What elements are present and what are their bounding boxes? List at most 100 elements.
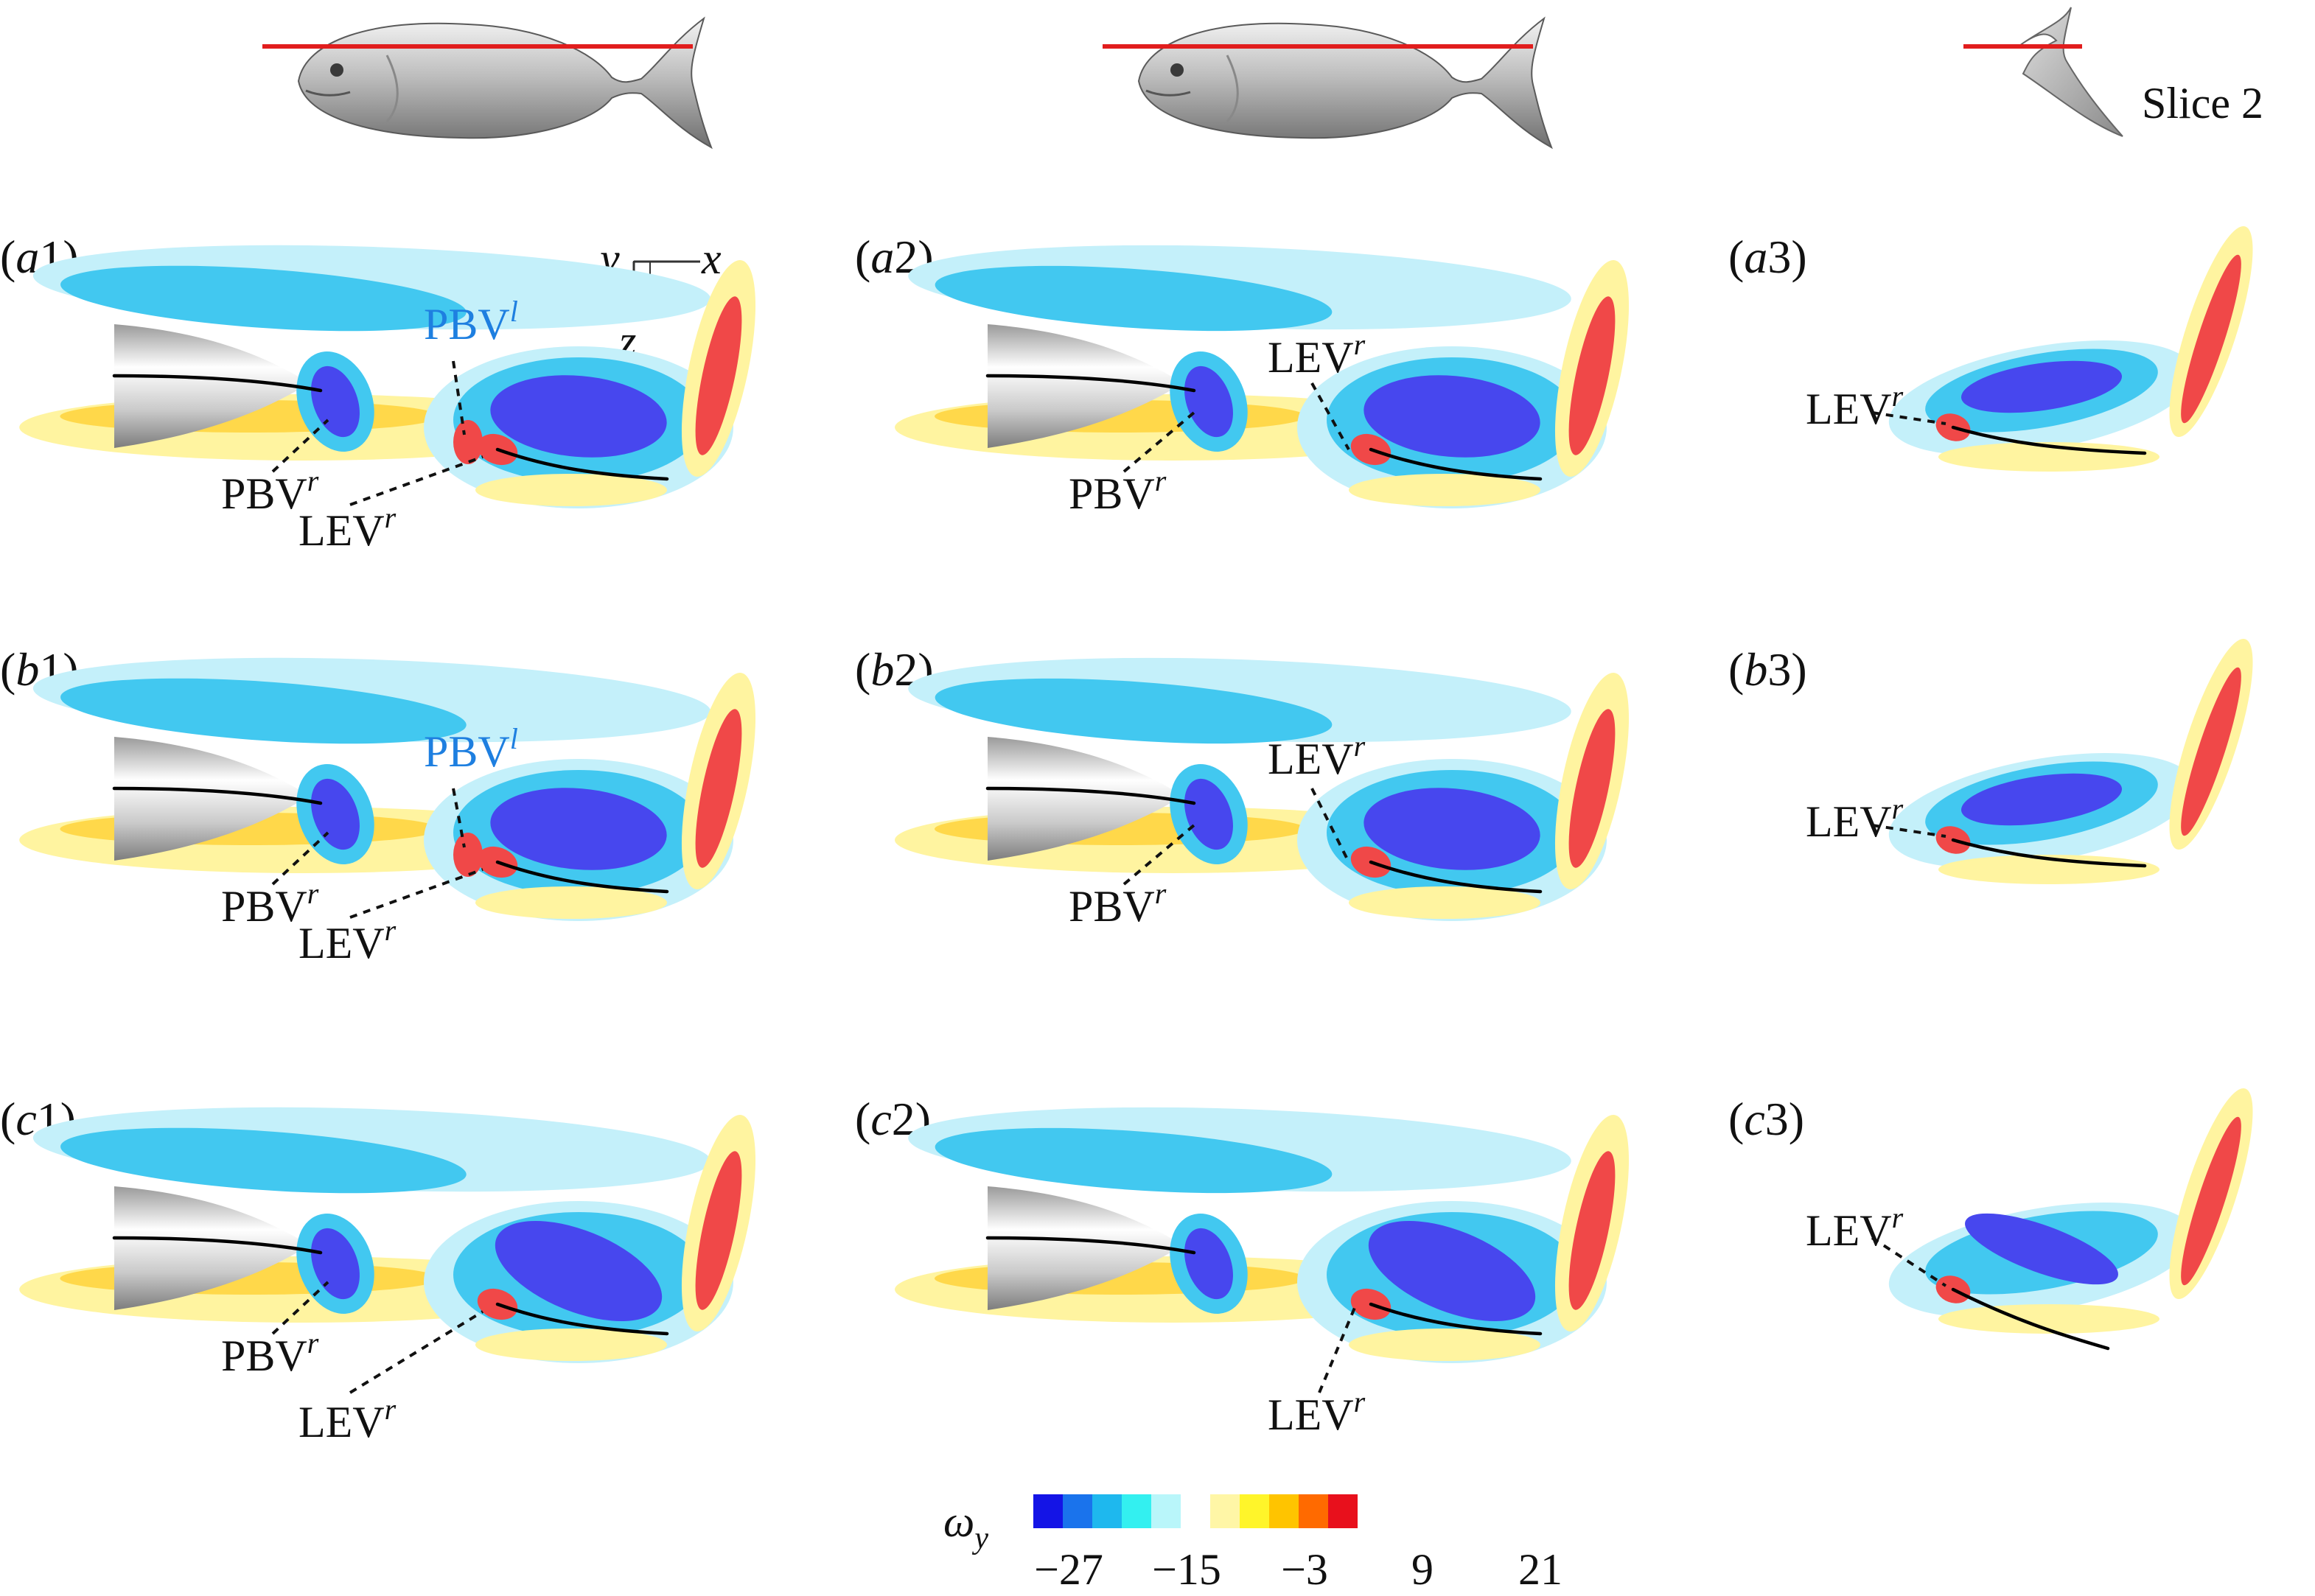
colorbar-swatch-3 bbox=[1122, 1494, 1151, 1528]
label-pbv-l-a1-base: PBV bbox=[424, 300, 510, 349]
tail-pos-strong bbox=[1568, 709, 1616, 868]
colorbar: ωy −27 −15 −3 9 21 bbox=[943, 1494, 1562, 1594]
wake-neg-mid bbox=[60, 1127, 467, 1194]
label-lev-r-a1-sup: r bbox=[385, 501, 397, 534]
pbv-r-blob bbox=[1184, 778, 1233, 850]
fin-pos-weak bbox=[475, 474, 667, 506]
vorticity-field-c1 bbox=[19, 1107, 756, 1363]
label-lev-r-b1-base: LEV bbox=[298, 919, 385, 967]
fin-chord bbox=[495, 447, 669, 481]
fish-icon-middle bbox=[1103, 17, 1553, 149]
pbv-r-blob bbox=[1184, 365, 1233, 438]
label-pbv-r-a1: PBVr bbox=[221, 464, 319, 518]
leader-lev-r-b1 bbox=[349, 868, 483, 919]
body-centerline bbox=[112, 374, 323, 393]
panel-label-c3-pre: ( bbox=[1728, 1093, 1744, 1145]
panel-c3: (c3) LEVr bbox=[1728, 1088, 2253, 1351]
colorbar-swatch-5 bbox=[1181, 1494, 1210, 1528]
body-centerline bbox=[985, 374, 1196, 393]
tail-pos-strong bbox=[695, 709, 742, 868]
panel-label-c1-letter: c bbox=[15, 1093, 36, 1145]
fin-neg-strong bbox=[490, 375, 667, 458]
leader-lev-r-a3 bbox=[1871, 411, 1946, 425]
leader-pbv-r-a2 bbox=[1122, 411, 1195, 473]
label-lev-r-a3: LEVr bbox=[1806, 379, 1904, 433]
panel-label-b2-letter: b bbox=[870, 643, 894, 696]
vorticity-field-c2 bbox=[895, 1107, 1630, 1363]
leader-lev-r-c3 bbox=[1871, 1236, 1947, 1287]
leader-lev-r-a1 bbox=[349, 455, 483, 506]
label-pbv-r-a1-base: PBV bbox=[221, 469, 307, 518]
label-pbv-r-a2: PBVr bbox=[1069, 464, 1167, 518]
label-lev-r-c1: LEVr bbox=[298, 1393, 397, 1446]
body-centerline bbox=[112, 1236, 323, 1255]
panel-label-a2-letter: a bbox=[870, 231, 894, 283]
panel-label-c2-letter: c bbox=[870, 1093, 891, 1145]
panel-label-c3-letter: c bbox=[1744, 1093, 1764, 1145]
tail-pos-strong bbox=[695, 296, 742, 455]
fin-pos-weak bbox=[1349, 474, 1540, 506]
body-centerline bbox=[985, 1236, 1196, 1255]
vorticity-field-b3 bbox=[1888, 638, 2253, 884]
panel-label-c2-pre: ( bbox=[855, 1093, 870, 1145]
panel-label-b1-pre: ( bbox=[0, 643, 15, 696]
label-lev-r-c3: LEVr bbox=[1806, 1201, 1904, 1255]
fin-pos-weak bbox=[1349, 886, 1540, 919]
vorticity-field-c3 bbox=[1888, 1088, 2253, 1351]
slice-label: Slice 2 bbox=[2142, 79, 2263, 127]
fin-neg-strong bbox=[1960, 773, 2123, 826]
fin-neg-strong bbox=[1960, 360, 2123, 413]
leader-lev-r-a2 bbox=[1310, 382, 1350, 450]
pbv-l-blob bbox=[453, 833, 483, 877]
label-pbv-r-c1: PBVr bbox=[221, 1326, 319, 1380]
colorbar-swatch-10 bbox=[1328, 1494, 1358, 1528]
leader-pbv-l-b1 bbox=[452, 788, 466, 848]
panel-label-c3-num: 3 bbox=[1765, 1093, 1789, 1145]
leader-pbv-l-a1 bbox=[452, 360, 466, 435]
label-lev-r-b1: LEVr bbox=[298, 914, 397, 967]
vorticity-field-b1 bbox=[19, 657, 756, 921]
label-pbv-l-b1-base: PBV bbox=[424, 727, 510, 776]
vorticity-field-a3 bbox=[1888, 225, 2253, 472]
label-pbv-l-b1-sup: l bbox=[510, 722, 518, 755]
label-pbv-r-a2-sup: r bbox=[1155, 464, 1167, 497]
label-lev-r-b2-base: LEV bbox=[1268, 735, 1354, 783]
vorticity-field-a1 bbox=[19, 245, 756, 508]
panel-label-c3-post: ) bbox=[1789, 1093, 1804, 1145]
wake-neg-mid bbox=[935, 678, 1333, 744]
wake-neg-mid bbox=[60, 678, 467, 744]
colorbar-tick-0: −27 bbox=[1034, 1545, 1103, 1594]
colorbar-swatch-9 bbox=[1299, 1494, 1328, 1528]
colorbar-tick-4: 21 bbox=[1518, 1545, 1562, 1594]
colorbar-ticks: −27 −15 −3 9 21 bbox=[1034, 1545, 1562, 1594]
wake-neg-mid bbox=[935, 265, 1333, 332]
leader-pbv-r-b1 bbox=[271, 831, 329, 886]
label-lev-r-a3-sup: r bbox=[1892, 379, 1904, 413]
label-pbv-r-c1-sup: r bbox=[307, 1326, 319, 1359]
panel-label-a3-post: ) bbox=[1791, 231, 1806, 283]
label-pbv-l-a1: PBVl bbox=[424, 295, 518, 349]
colorbar-swatch-8 bbox=[1269, 1494, 1299, 1528]
panel-label-a1-pre: ( bbox=[0, 231, 15, 283]
label-pbv-r-c1-base: PBV bbox=[221, 1331, 307, 1380]
fin-neg-strong bbox=[490, 788, 667, 870]
colorbar-tick-1: −15 bbox=[1152, 1545, 1221, 1594]
fin-chord bbox=[1951, 1287, 2110, 1351]
wake-neg-mid bbox=[935, 1127, 1333, 1194]
label-lev-r-b3-sup: r bbox=[1892, 792, 1904, 825]
label-lev-r-b1-sup: r bbox=[385, 914, 397, 947]
fin-chord bbox=[495, 1302, 669, 1336]
label-lev-r-c2-base: LEV bbox=[1268, 1390, 1354, 1439]
panel-label-b3: (b3) bbox=[1728, 643, 1807, 696]
label-pbv-l-a1-sup: l bbox=[510, 295, 518, 328]
label-lev-r-c3-base: LEV bbox=[1806, 1206, 1892, 1255]
fin-neg-strong bbox=[1363, 788, 1540, 870]
leader-pbv-r-a1 bbox=[271, 419, 329, 473]
wake-neg-mid bbox=[60, 265, 467, 332]
label-lev-r-c2: LEVr bbox=[1268, 1385, 1366, 1439]
colorbar-tick-3: 9 bbox=[1411, 1545, 1434, 1594]
label-pbv-r-a1-sup: r bbox=[307, 464, 319, 497]
